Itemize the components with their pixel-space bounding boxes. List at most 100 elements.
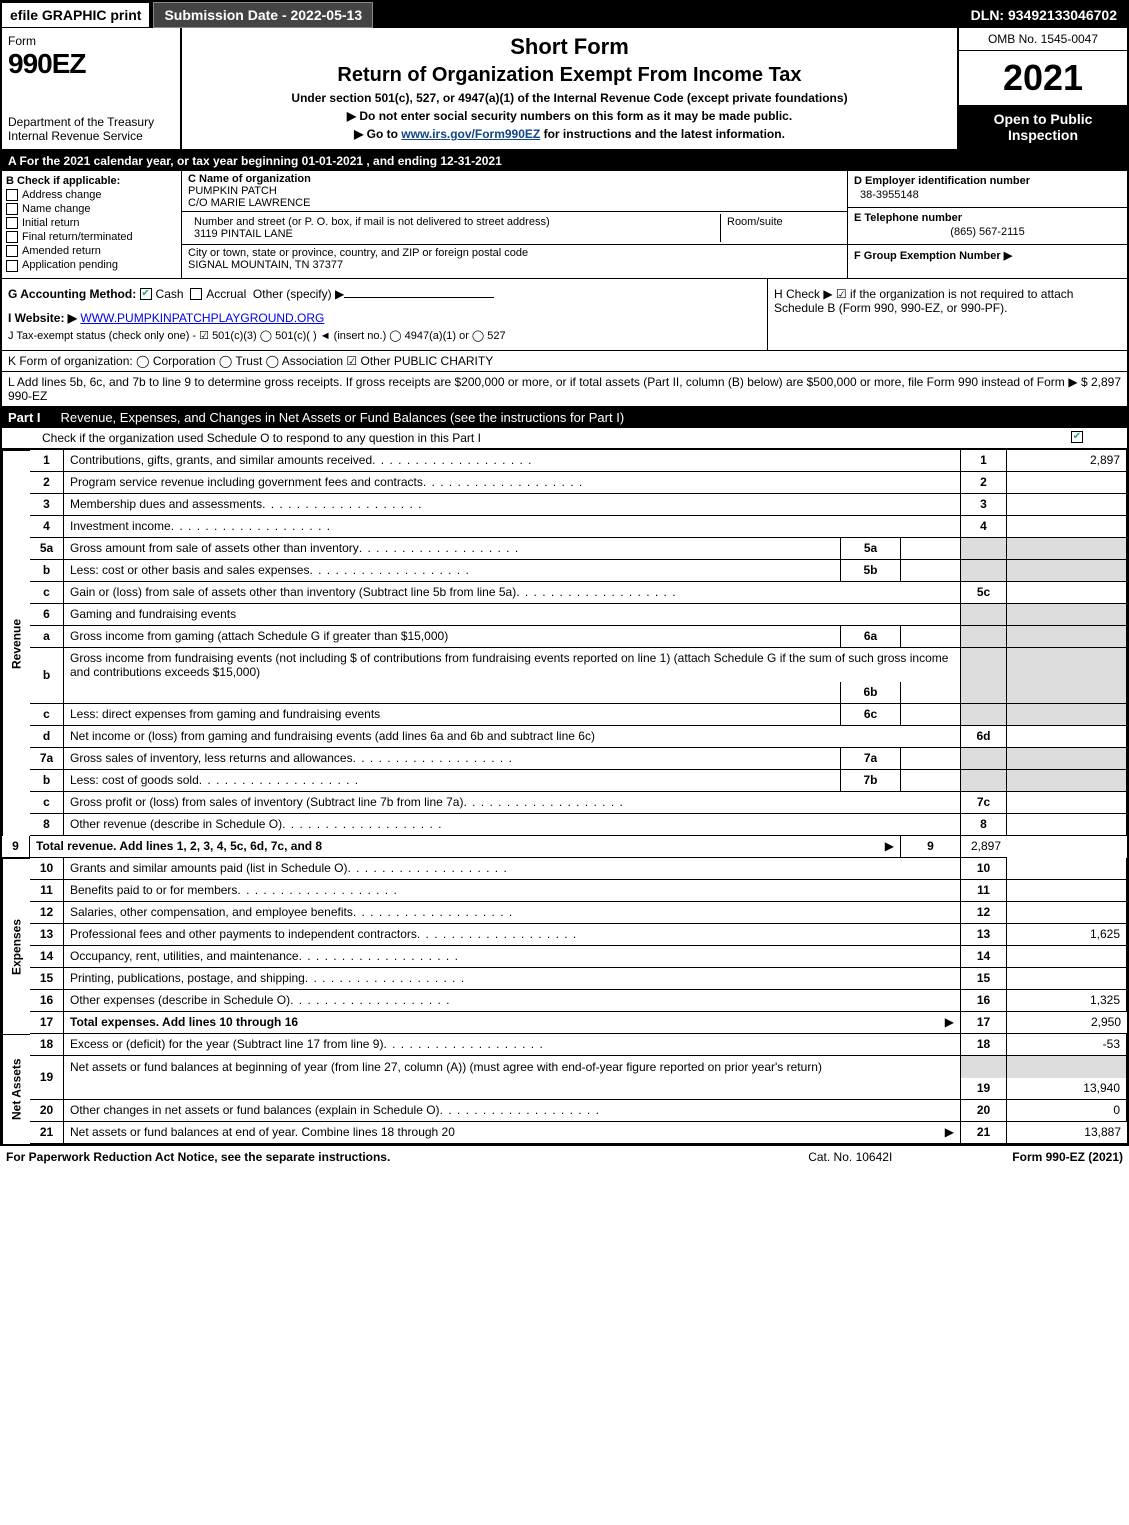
title-short-form: Short Form (188, 34, 951, 60)
ln6a-desc: Gross income from gaming (attach Schedul… (64, 626, 841, 648)
form-header: Form 990EZ Department of the Treasury In… (2, 28, 1127, 151)
ln2-num: 2 (30, 472, 64, 494)
ln11-val (1007, 880, 1127, 902)
irs-link[interactable]: www.irs.gov/Form990EZ (401, 127, 540, 141)
subtitle: Under section 501(c), 527, or 4947(a)(1)… (188, 91, 951, 105)
part1-title: Revenue, Expenses, and Changes in Net As… (61, 410, 625, 425)
org-name: PUMPKIN PATCH (188, 185, 277, 197)
ln6a-num: a (30, 626, 64, 648)
ln19-shade1 (961, 1056, 1007, 1078)
ln6d-box: 6d (961, 726, 1007, 748)
ln14-box: 14 (961, 946, 1007, 968)
part1-subtext: Check if the organization used Schedule … (42, 431, 481, 445)
col-b-header: B Check if applicable: (6, 175, 177, 187)
cb-application-pending[interactable]: Application pending (6, 259, 177, 271)
ln7a-ival (901, 748, 961, 770)
ln6b-ival (901, 682, 961, 704)
ln5b-ival (901, 560, 961, 582)
ln6c-ibox: 6c (841, 704, 901, 726)
row-k: K Form of organization: ◯ Corporation ◯ … (2, 351, 1127, 372)
ln15-desc: Printing, publications, postage, and shi… (64, 968, 961, 990)
ln19-box: 19 (961, 1078, 1007, 1100)
ln13-num: 13 (30, 924, 64, 946)
part1-header: Part I Revenue, Expenses, and Changes in… (2, 407, 1127, 428)
ln8-box: 8 (961, 814, 1007, 836)
ln18-box: 18 (961, 1034, 1007, 1056)
instruction-1: ▶ Do not enter social security numbers o… (188, 109, 951, 123)
ln15-box: 15 (961, 968, 1007, 990)
ln5a-ibox: 5a (841, 538, 901, 560)
title-return: Return of Organization Exempt From Incom… (188, 64, 951, 87)
website-link[interactable]: WWW.PUMPKINPATCHPLAYGROUND.ORG (80, 311, 324, 325)
ln6b-shade1 (961, 648, 1007, 682)
revenue-grid: Revenue 1 Contributions, gifts, grants, … (2, 449, 1127, 858)
ln15-val (1007, 968, 1127, 990)
ln14-val (1007, 946, 1127, 968)
form-label: Form (8, 34, 174, 48)
org-co: C/O MARIE LAWRENCE (188, 197, 310, 209)
ln19-desc2 (64, 1078, 961, 1100)
ln5a-ival (901, 538, 961, 560)
ln7b-ibox: 7b (841, 770, 901, 792)
instruction-2: ▶ Go to www.irs.gov/Form990EZ for instru… (188, 127, 951, 141)
ln16-box: 16 (961, 990, 1007, 1012)
ln7b-ival (901, 770, 961, 792)
ln2-box: 2 (961, 472, 1007, 494)
ln1-box: 1 (961, 450, 1007, 472)
cb-address-change[interactable]: Address change (6, 189, 177, 201)
ln6c-desc: Less: direct expenses from gaming and fu… (64, 704, 841, 726)
city-block: City or town, state or province, country… (182, 245, 847, 273)
ln5c-box: 5c (961, 582, 1007, 604)
ln6b-shade4 (1007, 682, 1127, 704)
ln4-box: 4 (961, 516, 1007, 538)
row-j: J Tax-exempt status (check only one) - ☑… (8, 329, 761, 342)
ln20-desc: Other changes in net assets or fund bala… (64, 1100, 961, 1122)
city-val: SIGNAL MOUNTAIN, TN 37377 (188, 259, 343, 271)
ln17-num: 17 (30, 1012, 64, 1034)
ein-val: 38-3955148 (854, 187, 1121, 203)
cb-final-return[interactable]: Final return/terminated (6, 231, 177, 243)
ln21-box: 21 (961, 1122, 1007, 1144)
cb-cash[interactable] (140, 288, 152, 300)
ln11-box: 11 (961, 880, 1007, 902)
ln6b-desc2 (64, 682, 841, 704)
footer-notice: For Paperwork Reduction Act Notice, see … (6, 1150, 390, 1164)
ln5b-num: b (30, 560, 64, 582)
ln9-box: 9 (901, 836, 961, 858)
other-specify-line[interactable] (344, 297, 494, 298)
ln6a-shade2 (1007, 626, 1127, 648)
header-center: Short Form Return of Organization Exempt… (182, 28, 957, 149)
cb-initial-return[interactable]: Initial return (6, 217, 177, 229)
ln7a-ibox: 7a (841, 748, 901, 770)
ln12-desc: Salaries, other compensation, and employ… (64, 902, 961, 924)
dln-label: DLN: 93492133046702 (961, 3, 1127, 27)
street-label: Number and street (or P. O. box, if mail… (194, 216, 550, 228)
street-block: Number and street (or P. O. box, if mail… (188, 214, 721, 242)
ln21-num: 21 (30, 1122, 64, 1144)
cb-accrual[interactable] (190, 288, 202, 300)
ln18-num: 18 (30, 1034, 64, 1056)
ln5c-val (1007, 582, 1127, 604)
ln13-box: 13 (961, 924, 1007, 946)
ln6b-desc: Gross income from fundraising events (no… (64, 648, 961, 682)
accounting-method: G Accounting Method: Cash Accrual Other … (2, 279, 767, 350)
cb-amended-return[interactable]: Amended return (6, 245, 177, 257)
d-label: D Employer identification number (854, 175, 1030, 187)
ln10-val (1007, 858, 1127, 880)
ln1-num: 1 (30, 450, 64, 472)
ln6-num: 6 (30, 604, 64, 626)
col-b-checkboxes: B Check if applicable: Address change Na… (2, 171, 182, 278)
ln6a-ival (901, 626, 961, 648)
ein-block: D Employer identification number 38-3955… (848, 171, 1127, 208)
ln5b-desc: Less: cost or other basis and sales expe… (64, 560, 841, 582)
i-label: I Website: ▶ (8, 311, 77, 325)
cb-name-change[interactable]: Name change (6, 203, 177, 215)
ln20-box: 20 (961, 1100, 1007, 1122)
part1-checkbox[interactable] (1071, 431, 1083, 443)
city-label: City or town, state or province, country… (188, 247, 528, 259)
ln7b-desc: Less: cost of goods sold (64, 770, 841, 792)
ln5b-shade1 (961, 560, 1007, 582)
footer-form: Form 990-EZ (2021) (1012, 1150, 1123, 1164)
ln12-box: 12 (961, 902, 1007, 924)
side-expenses: Expenses (2, 858, 30, 1034)
